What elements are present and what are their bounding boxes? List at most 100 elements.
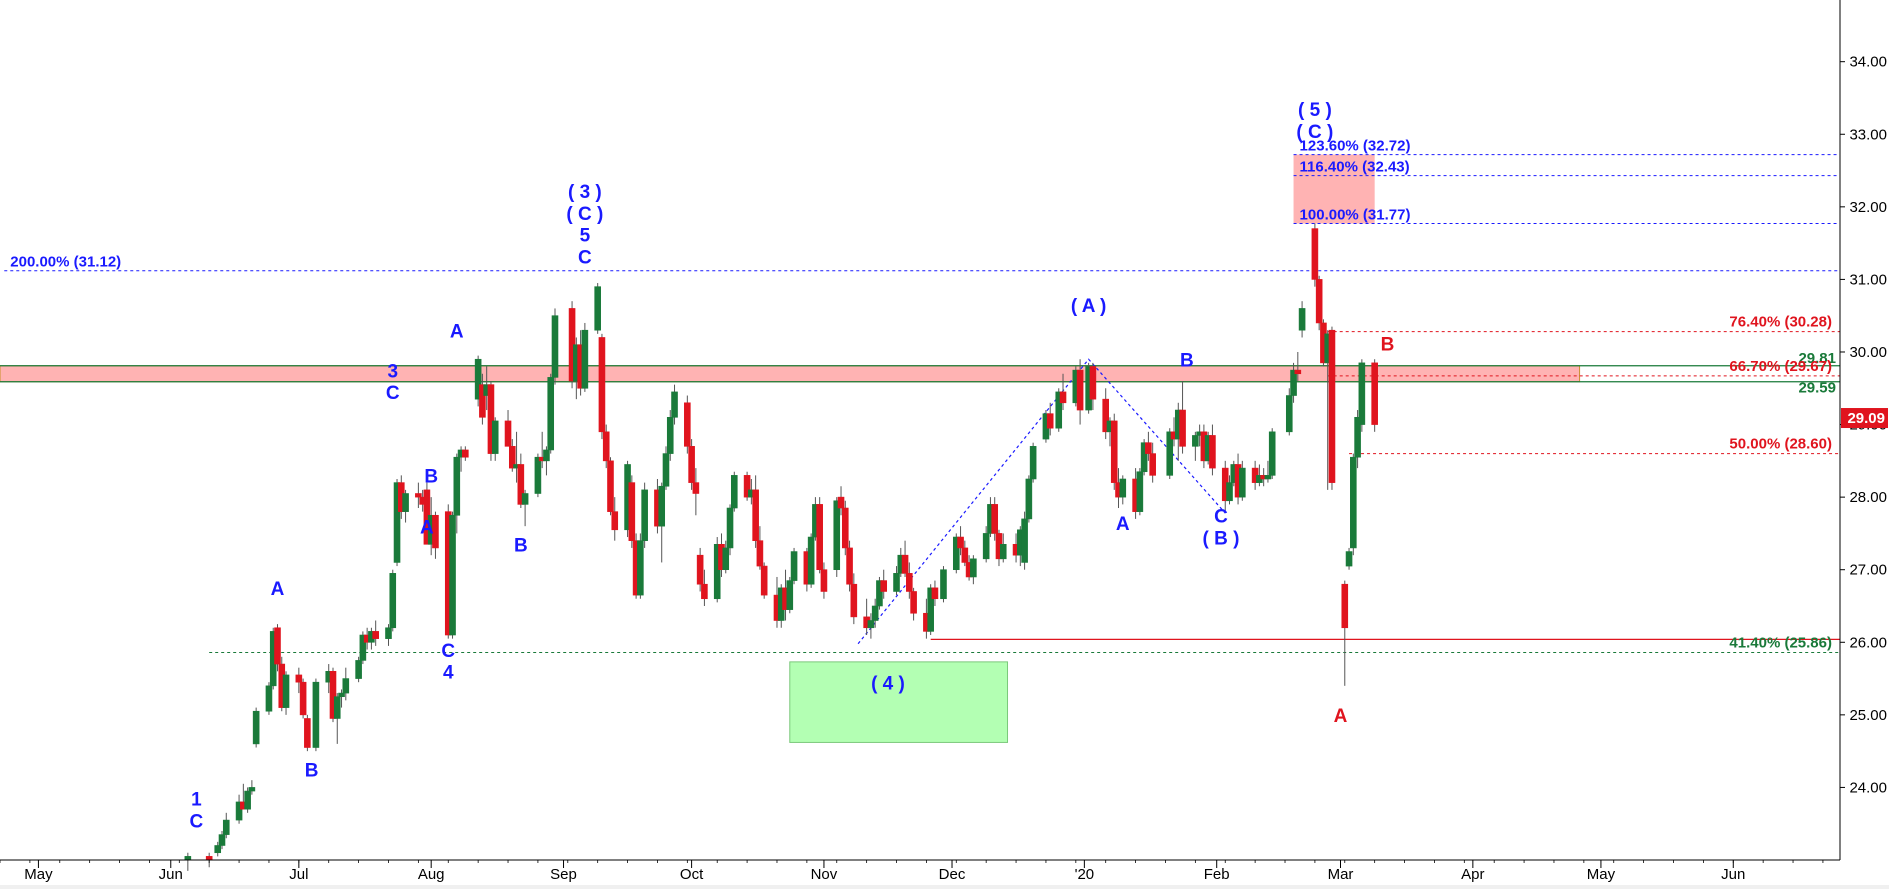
x-tick-label-7: Dec [939,866,966,883]
last-price-tag [1841,408,1888,429]
candle-2019-11-21 [906,562,913,599]
candle-2019-09-24 [658,482,666,563]
candle-2019-10-04 [701,569,708,606]
candle-body [389,573,397,629]
candle-2019-10-17 [756,526,764,570]
candle-2019-11-07 [846,540,853,592]
candle-body [662,453,670,487]
candle-2020-02-28 [1328,326,1336,490]
candle-body [927,587,934,632]
candle-2019-08-16 [491,417,499,461]
candle-2020-01-08 [1110,413,1118,490]
candle-body [850,583,858,618]
candle-2019-12-03 [957,526,964,556]
candle-2019-08-23 [521,489,529,527]
candle-body [1102,398,1110,433]
candle-body [1328,329,1336,483]
candle-body [1110,420,1118,483]
candle-2019-08-22 [517,453,525,509]
candle-2019-09-12 [607,457,614,516]
wave-label-12: ( 3 ) [568,182,602,203]
candle-body [752,489,759,541]
candle-body [970,558,977,578]
candle-body [1025,478,1033,520]
candle-2019-12-02 [952,533,960,574]
candle-2019-08-28 [543,446,550,476]
candle-2019-11-01 [820,562,828,599]
candle-body [816,504,823,571]
candle-body [871,605,879,621]
candle-2019-08-15 [487,381,495,461]
candle-2019-12-27 [1059,373,1067,411]
candle-2019-08-02 [432,511,439,559]
x-tick-label-4: Sep [550,866,577,883]
y-tick-label-0: 24.00 [1849,779,1887,796]
candle-2019-10-31 [816,497,823,574]
candle-body [1311,228,1319,280]
candle-2019-12-04 [961,540,969,567]
candle-body [722,547,730,571]
candle-body [684,402,691,447]
candle-body [641,489,648,541]
candle-body [333,696,341,719]
candle-body [1192,435,1199,447]
fib-label-0: 123.60% (32.72) [1300,138,1411,155]
candle-body [666,416,674,454]
candle-2019-11-20 [901,540,909,577]
candle-body [508,446,516,469]
candle-body [876,580,883,607]
candle-body [248,787,256,792]
candle-2019-08-12 [474,355,482,407]
x-tick-label-11: Apr [1461,866,1484,883]
zone-resistance-band [0,365,1581,383]
candle-2019-12-24 [1046,402,1054,436]
candle-body [671,391,678,418]
candle-2019-06-24 [265,682,273,715]
candle-2020-01-06 [1102,388,1110,440]
candle-2019-09-17 [628,475,636,548]
candle-body [1209,435,1216,469]
candle-body [551,315,559,378]
candle-2019-08-06 [449,511,456,639]
candle-2020-02-07 [1239,460,1246,501]
x-tick-label-8: '20 [1075,866,1095,883]
candle-body [282,674,290,708]
candle-2019-11-18 [893,566,900,596]
candle-2019-07-12 [342,667,350,701]
candle-2020-01-16 [1145,431,1152,461]
y-tick-label-10: 34.00 [1849,54,1887,71]
candle-2019-11-12 [867,613,875,639]
candle-body [1350,456,1357,549]
candle-2019-06-12 [214,841,222,857]
wave-label-3: B [305,761,319,782]
candle-body [385,627,392,639]
candle-body [534,456,542,494]
candle-body [581,329,589,389]
candle-body [265,685,273,712]
candle-body [1294,369,1302,375]
candle-body [487,384,495,454]
candle-body [491,420,499,454]
candle-2019-12-18 [1021,511,1028,570]
candle-body [1298,308,1306,331]
candle-2019-07-16 [359,631,367,665]
candle-body [906,573,913,592]
candle-body [1354,416,1361,458]
candle-2020-01-03 [1089,362,1097,411]
candle-2019-07-22 [385,624,392,646]
candle-2020-01-24 [1179,381,1186,454]
candle-body [1239,467,1246,498]
candle-body [543,449,550,462]
candle-2019-09-09 [594,283,601,334]
candle-body [726,507,734,549]
candle-2019-11-29 [940,566,947,603]
candle-2020-01-27 [1192,431,1199,461]
candle-body [299,681,307,716]
y-tick-label-9: 33.00 [1849,126,1887,143]
candle-2019-10-07 [713,537,721,603]
candle-body [1268,431,1276,476]
candle-body [846,547,853,585]
candle-body [692,482,700,494]
x-tick-label-9: Feb [1204,866,1230,883]
candle-2019-09-25 [662,446,670,490]
